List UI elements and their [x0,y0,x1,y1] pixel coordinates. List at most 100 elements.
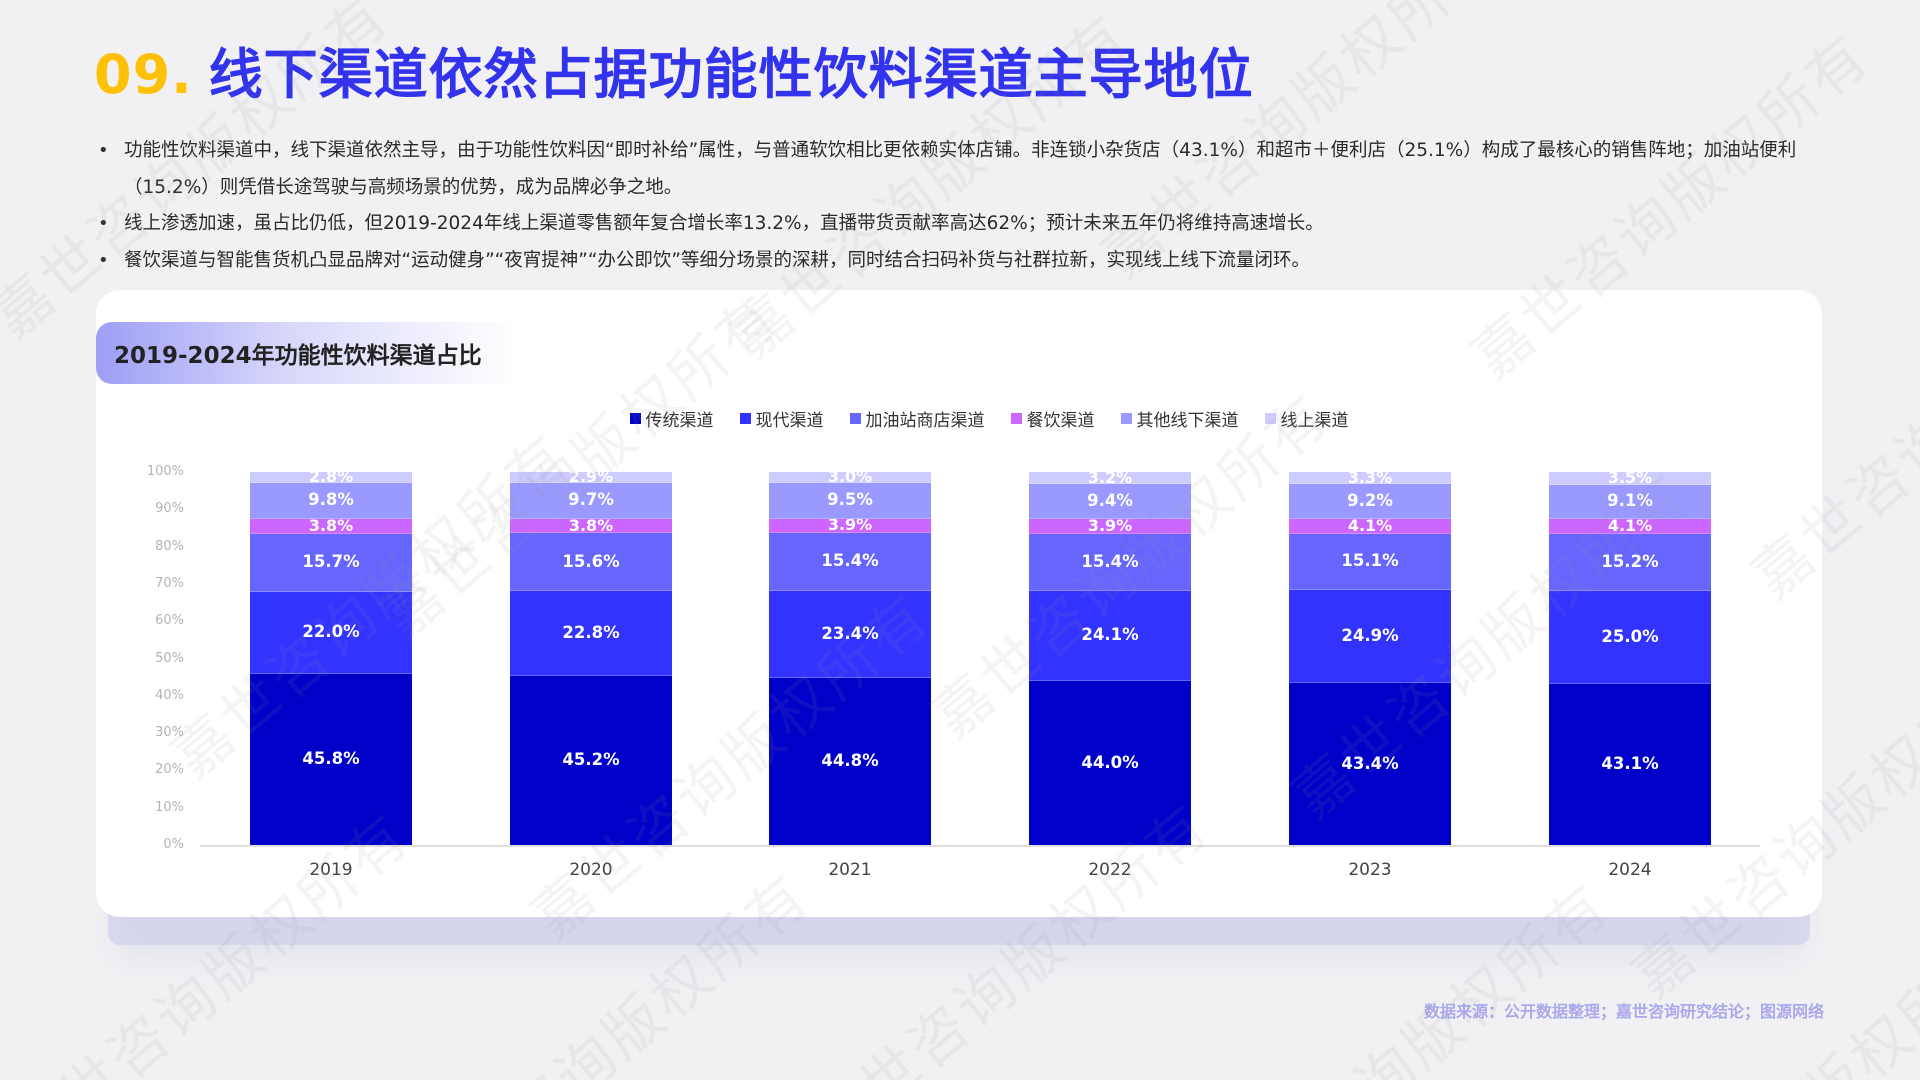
bar-segment[interactable]: 3.8% [250,516,412,535]
bar-segment[interactable]: 15.7% [250,533,412,593]
legend-item[interactable]: 其他线下渠道 [1120,406,1239,431]
bar-segment[interactable]: 15.1% [1289,533,1451,591]
bar-value-label: 2.9% [568,466,614,486]
bar-segment[interactable]: 25.0% [1549,591,1711,685]
bar-segment[interactable]: 45.2% [510,676,672,845]
stacked-bar-2020[interactable]: 45.2% 22.8% 15.6% 3.8% 9.7% 2.9% [510,466,672,845]
bar-value-label: 9.5% [827,490,873,510]
y-axis-tick: 40% [155,687,184,703]
bar-segment[interactable]: 4.1% [1549,516,1711,536]
bar-segment[interactable]: 44.8% [769,677,931,845]
bar-segment[interactable]: 4.1% [1289,515,1451,535]
stacked-bar-2024[interactable]: 43.1% 25.0% 15.2% 4.1% 9.1% 3.5% [1549,470,1711,845]
bar-value-label: 3.8% [568,515,614,535]
legend-item[interactable]: 餐饮渠道 [1010,406,1095,431]
bar-segment[interactable]: 15.4% [769,533,931,591]
bar-value-label: 2.8% [308,467,354,487]
x-axis-label: 2022 [1088,860,1132,880]
bar-segment[interactable]: 24.1% [1029,591,1191,681]
bar-segment[interactable]: 3.5% [1549,470,1711,486]
bar-segment[interactable]: 2.9% [510,466,672,486]
bar-segment[interactable]: 22.0% [250,592,412,675]
stacked-bar-2023[interactable]: 43.4% 24.9% 15.1% 4.1% 9.2% 3.3% [1289,469,1451,845]
bar-segment[interactable]: 15.6% [510,533,672,592]
y-axis-tick: 90% [155,501,184,517]
bar-value-label: 3.9% [827,515,873,535]
legend-swatch-icon [629,413,641,424]
bar-value-label: 3.9% [1087,515,1133,535]
bullet-marker-icon: • [98,140,109,161]
bar-segment[interactable]: 15.2% [1549,534,1711,591]
bar-segment[interactable]: 22.8% [510,591,672,677]
bar-segment[interactable]: 9.1% [1549,485,1711,520]
bar-value-label: 15.2% [1601,551,1659,571]
bar-value-label: 24.1% [1081,625,1139,645]
legend-swatch-icon [739,413,751,424]
bar-segment[interactable]: 23.4% [769,590,931,678]
bar-segment[interactable]: 3.9% [1029,515,1191,535]
bar-value-label: 15.7% [302,552,360,572]
bar-segment[interactable]: 3.2% [1029,469,1191,485]
stacked-bar-2022[interactable]: 44.0% 24.1% 15.4% 3.9% 9.4% 3.2% [1029,469,1191,845]
bar-value-label: 4.1% [1347,515,1393,535]
bar-segment[interactable]: 43.4% [1289,683,1451,845]
bar-segment[interactable]: 3.9% [769,515,931,535]
bar-segment[interactable]: 43.1% [1549,684,1711,845]
bar-value-label: 9.7% [568,490,614,510]
y-axis-tick: 10% [155,799,184,815]
bar-segment[interactable]: 9.7% [510,482,672,520]
bar-segment[interactable]: 44.0% [1029,680,1191,845]
y-axis-tick: 100% [146,464,184,479]
bar-segment[interactable]: 45.8% [250,674,412,845]
chart-plot-area: 0% 10% 20% 30% 40% 50% 60% 70% 80% 90% 100% 45.8% 22… [96,290,1822,917]
bar-segment[interactable]: 2.8% [250,467,412,487]
legend-item[interactable]: 线上渠道 [1264,406,1349,431]
y-axis-tick: 0% [163,837,184,852]
legend-item[interactable]: 现代渠道 [739,406,824,431]
bullet-text: 餐饮渠道与智能售货机凸显品牌对“运动健身”“夜宵提神”“办公即饮”等细分场景的深… [124,249,1311,271]
legend-swatch-icon [1264,413,1276,424]
legend-swatch-icon [1120,413,1132,424]
bullet-text: 功能性饮料渠道中，线下渠道依然主导，由于功能性饮料因“即时补给”属性，与普通软饮… [124,140,1797,198]
x-axis-label: 2024 [1608,860,1652,880]
legend-label: 传统渠道 [645,411,714,431]
title-text: 线下渠道依然占据功能性饮料渠道主导地位 [208,43,1254,106]
bullet-list: • 功能性饮料渠道中，线下渠道依然主导，由于功能性饮料因“即时补给”属性，与普通软… [94,133,1834,279]
bar-segment[interactable]: 3.8% [510,515,672,535]
legend-item[interactable]: 传统渠道 [629,406,714,431]
bar-segment[interactable]: 24.9% [1289,590,1451,684]
bullet-item: • 线上渗透加速，虽占比仍低，但2019-2024年线上渠道零售额年复合增长率13… [94,206,1834,243]
bar-value-label: 45.8% [302,749,360,769]
bar-value-label: 4.1% [1607,516,1653,536]
legend-label: 其他线下渠道 [1136,411,1239,431]
legend-swatch-icon [1010,413,1022,424]
bar-value-label: 15.6% [562,551,620,571]
bar-value-label: 9.2% [1347,490,1393,510]
bar-segment[interactable]: 15.4% [1029,533,1191,591]
stacked-bar-2021[interactable]: 44.8% 23.4% 15.4% 3.9% 9.5% 3.0% [769,467,931,845]
bar-value-label: 9.1% [1607,491,1653,511]
y-axis-tick: 20% [155,762,184,778]
chart-title: 2019-2024年功能性饮料渠道占比 [114,343,482,369]
bar-segment[interactable]: 3.3% [1289,469,1451,485]
bullet-item: • 餐饮渠道与智能售货机凸显品牌对“运动健身”“夜宵提神”“办公即饮”等细分场景的… [94,243,1834,280]
legend-item[interactable]: 加油站商店渠道 [849,406,985,431]
bar-segment[interactable]: 3.0% [769,467,931,487]
bar-value-label: 3.0% [827,467,873,487]
bar-value-label: 23.4% [821,623,879,643]
legend-label: 餐饮渠道 [1026,411,1095,431]
y-axis-tick: 60% [155,613,184,629]
bar-value-label: 3.8% [308,516,354,535]
chart-title-pill: 2019-2024年功能性饮料渠道占比 [96,322,516,384]
bar-segment[interactable]: 9.8% [250,482,412,520]
bar-segment[interactable]: 9.2% [1289,484,1451,519]
bar-value-label: 22.8% [562,623,620,643]
stacked-bar-2019[interactable]: 45.8% 22.0% 15.7% 3.8% 9.8% 2.8% [250,467,412,845]
source-note: 数据来源：公开数据整理；嘉世咨询研究结论；图源网络 [1423,1002,1824,1021]
bullet-item: • 功能性饮料渠道中，线下渠道依然主导，由于功能性饮料因“即时补给”属性，与普通软… [94,133,1834,206]
bar-value-label: 24.9% [1341,625,1399,645]
bar-value-label: 9.8% [308,490,354,510]
legend-label: 加油站商店渠道 [865,411,985,431]
bar-segment[interactable]: 9.5% [769,483,931,519]
bar-segment[interactable]: 9.4% [1029,483,1191,520]
